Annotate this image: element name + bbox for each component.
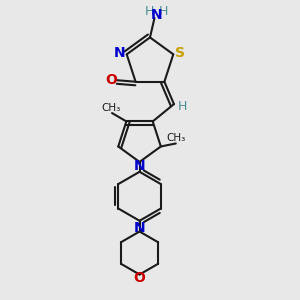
Text: S: S bbox=[175, 46, 185, 60]
Text: H: H bbox=[144, 5, 154, 18]
Text: N: N bbox=[151, 8, 162, 22]
Text: H: H bbox=[178, 100, 187, 113]
Text: N: N bbox=[134, 158, 146, 172]
Text: CH₃: CH₃ bbox=[167, 133, 186, 143]
Text: O: O bbox=[134, 272, 146, 285]
Text: O: O bbox=[105, 73, 117, 87]
Text: N: N bbox=[113, 46, 125, 60]
Text: CH₃: CH₃ bbox=[102, 103, 121, 113]
Text: N: N bbox=[134, 221, 146, 235]
Text: H: H bbox=[159, 5, 168, 18]
